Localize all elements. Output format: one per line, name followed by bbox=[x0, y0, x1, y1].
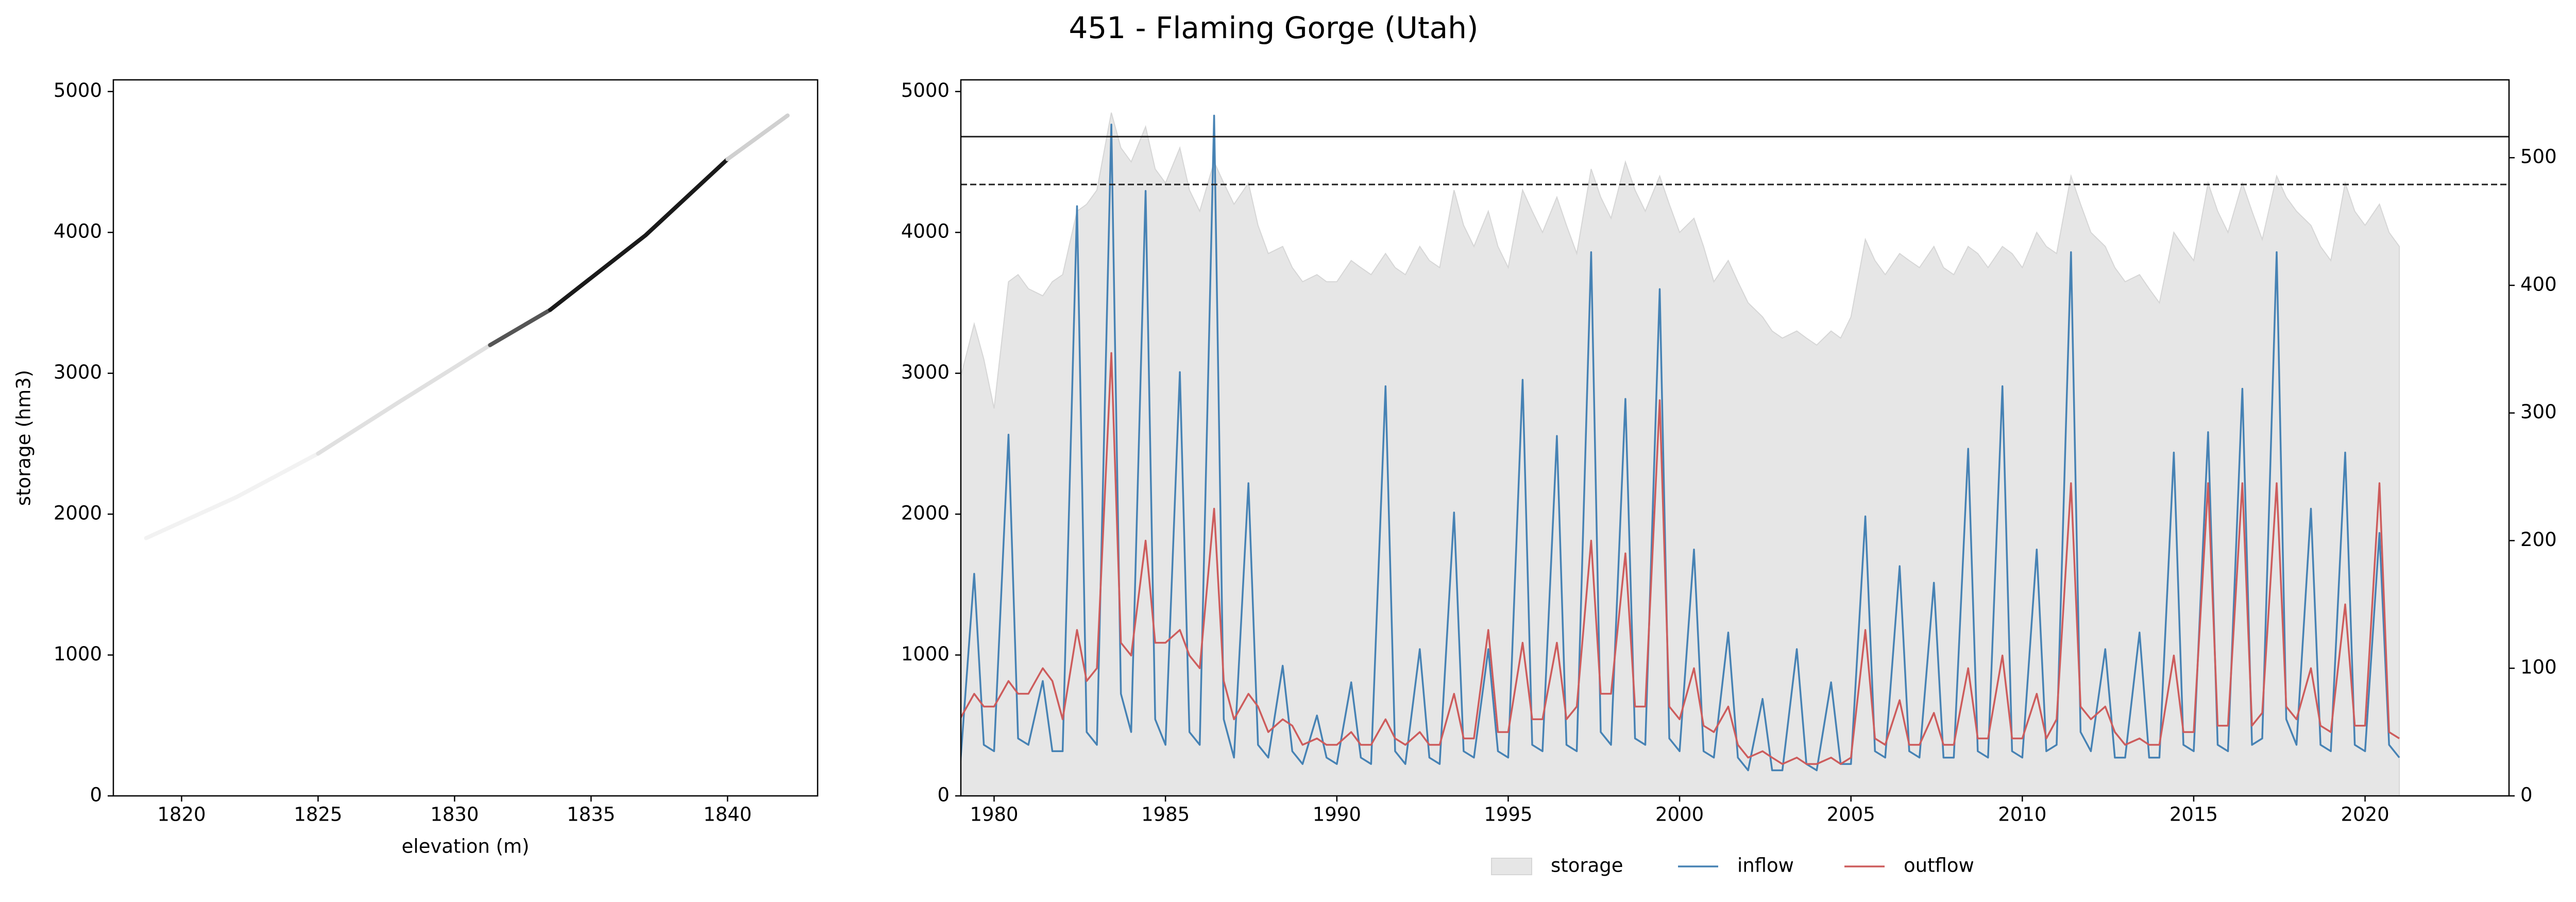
x-tick-label: 1825 bbox=[294, 804, 342, 826]
y-tick-label: 3000 bbox=[901, 361, 950, 383]
x-tick-label: 1830 bbox=[430, 804, 479, 826]
y-tick-label: 5000 bbox=[901, 79, 950, 101]
x-tick-label: 1820 bbox=[157, 804, 206, 826]
axes-frame bbox=[112, 79, 819, 797]
x-tick-label: 1835 bbox=[567, 804, 615, 826]
x-tick-label: 2020 bbox=[2341, 804, 2389, 826]
x-tick-label: 2010 bbox=[1998, 804, 2046, 826]
x-tick-label: 2015 bbox=[2170, 804, 2218, 826]
axes-frame bbox=[960, 79, 2510, 797]
y-tick-label: 2000 bbox=[54, 502, 102, 524]
y-axis-label: storage (hm3) bbox=[13, 370, 35, 506]
y-tick-label: 4000 bbox=[901, 220, 950, 243]
y2-tick-label: 400 bbox=[2520, 273, 2557, 295]
x-tick-label: 1995 bbox=[1484, 804, 1532, 826]
legend-label: inflow bbox=[1737, 855, 1794, 877]
outflow-line bbox=[961, 352, 2400, 765]
curve-segment bbox=[488, 308, 552, 347]
legend-label: outflow bbox=[1904, 855, 1974, 877]
x-tick-label: 1985 bbox=[1141, 804, 1190, 826]
legend-swatch bbox=[1491, 858, 1532, 875]
y-tick-label: 0 bbox=[90, 784, 102, 806]
y-tick-label: 2000 bbox=[901, 502, 950, 524]
x-tick-label: 1990 bbox=[1313, 804, 1361, 826]
y-tick-label: 5000 bbox=[54, 79, 102, 101]
x-axis-label: elevation (m) bbox=[402, 836, 530, 858]
x-tick-label: 2005 bbox=[1827, 804, 1875, 826]
y-tick-label: 3000 bbox=[54, 361, 102, 383]
figure-title: 451 - Flaming Gorge (Utah) bbox=[1069, 10, 1478, 45]
curve-segment bbox=[316, 343, 493, 456]
x-tick-label: 1840 bbox=[703, 804, 752, 826]
legend-label: storage bbox=[1551, 855, 1623, 877]
y2-tick-label: 500 bbox=[2520, 146, 2557, 168]
y2-tick-label: 300 bbox=[2520, 401, 2557, 423]
curve-segment bbox=[725, 113, 790, 161]
x-tick-label: 1980 bbox=[970, 804, 1018, 826]
x-tick-label: 2000 bbox=[1655, 804, 1704, 826]
y-tick-label: 1000 bbox=[54, 643, 102, 665]
y-tick-label: 1000 bbox=[901, 643, 950, 665]
y2-tick-label: 200 bbox=[2520, 529, 2557, 551]
y2-axis-label: flow (m3/s) bbox=[2573, 384, 2576, 491]
curve-segment bbox=[548, 157, 730, 312]
inflow-line bbox=[961, 114, 2400, 772]
y-tick-label: 0 bbox=[937, 784, 950, 806]
y-tick-label: 4000 bbox=[54, 220, 102, 243]
y2-tick-label: 100 bbox=[2520, 656, 2557, 678]
y2-tick-label: 0 bbox=[2520, 784, 2533, 806]
curve-segment bbox=[144, 451, 320, 540]
